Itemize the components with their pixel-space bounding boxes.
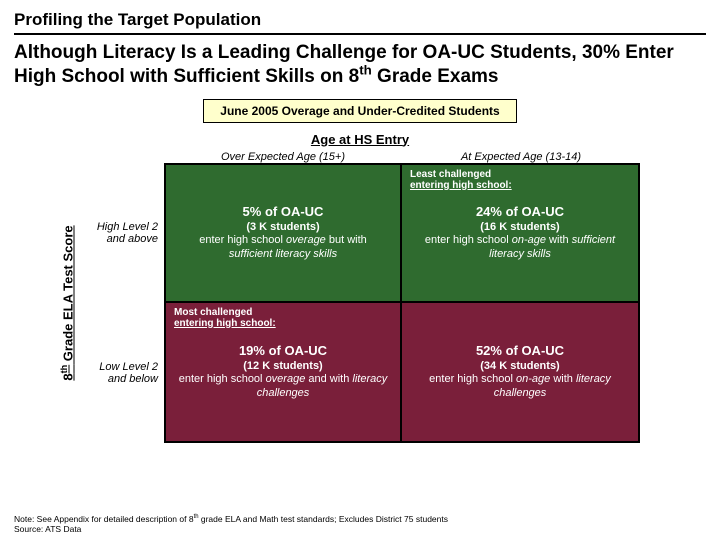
- column-headers: Over Expected Age (15+) At Expected Age …: [164, 151, 640, 163]
- slide: Profiling the Target Population Although…: [0, 0, 720, 540]
- col-header-at-age: At Expected Age (13-14): [402, 151, 640, 163]
- footnote-l1-post: grade ELA and Math test standards; Exclu…: [199, 514, 448, 524]
- age-header-row: Age at HS Entry: [14, 131, 706, 149]
- footnote: Note: See Appendix for detailed descript…: [14, 514, 448, 534]
- row-labels: High Level 2 and above Low Level 2 and b…: [94, 163, 164, 443]
- q-bl-desc: enter high school overage and with liter…: [176, 373, 390, 401]
- y-axis-pre: 8: [61, 373, 76, 380]
- footnote-l2: Source: ATS Data: [14, 524, 81, 534]
- row-label-high-l1: High Level 2: [97, 221, 158, 233]
- row-label-high: High Level 2 and above: [94, 163, 164, 303]
- y-axis-sup: th: [59, 364, 69, 373]
- y-axis: 8th Grade ELA Test Score: [74, 163, 94, 443]
- headline-sup: th: [359, 62, 372, 77]
- headline: Although Literacy Is a Leading Challenge…: [14, 41, 706, 89]
- row-label-low: Low Level 2 and below: [94, 303, 164, 443]
- quadrant-onage-high: Least challenged entering high school: 2…: [402, 165, 638, 303]
- y-axis-post: Grade ELA Test Score: [61, 225, 76, 364]
- matrix-area: 8th Grade ELA Test Score High Level 2 an…: [74, 163, 706, 443]
- q-bl-pct: 19% of OA-UC: [239, 343, 327, 358]
- q-br-pct: 52% of OA-UC: [476, 343, 564, 358]
- two-by-two-matrix: 5% of OA-UC (3 K students) enter high sc…: [164, 163, 640, 443]
- headline-post: Grade Exams: [372, 66, 499, 87]
- q-tl-desc: enter high school overage but with suffi…: [176, 234, 390, 262]
- tag-least-l2: entering high school:: [410, 180, 512, 191]
- q-tr-desc: enter high school on-age with sufficient…: [412, 234, 628, 262]
- q-br-students: (34 K students): [480, 360, 559, 372]
- footnote-l1-pre: Note: See Appendix for detailed descript…: [14, 514, 194, 524]
- q-tl-students: (3 K students): [246, 221, 319, 233]
- cohort-banner: June 2005 Overage and Under-Credited Stu…: [203, 99, 516, 123]
- row-label-low-l1: Low Level 2: [99, 361, 158, 373]
- q-tr-pct: 24% of OA-UC: [476, 204, 564, 219]
- age-title: Age at HS Entry: [311, 132, 409, 147]
- tag-least-l1: Least challenged: [410, 169, 491, 180]
- tag-most-challenged: Most challenged entering high school:: [174, 307, 276, 329]
- tag-most-l2: entering high school:: [174, 318, 276, 329]
- tag-most-l1: Most challenged: [174, 307, 252, 318]
- row-label-low-l2: and below: [108, 373, 158, 385]
- quadrant-overage-low: Most challenged entering high school: 19…: [166, 303, 402, 441]
- quadrant-overage-high: 5% of OA-UC (3 K students) enter high sc…: [166, 165, 402, 303]
- q-tr-students: (16 K students): [480, 221, 559, 233]
- row-label-high-l2: and above: [107, 233, 158, 245]
- y-axis-label: 8th Grade ELA Test Score: [61, 225, 76, 380]
- tag-least-challenged: Least challenged entering high school:: [410, 169, 512, 191]
- q-tl-pct: 5% of OA-UC: [243, 204, 324, 219]
- q-bl-students: (12 K students): [243, 360, 322, 372]
- eyebrow-title: Profiling the Target Population: [14, 10, 706, 35]
- headline-pre: Although Literacy Is a Leading Challenge…: [14, 42, 674, 87]
- banner-wrap: June 2005 Overage and Under-Credited Stu…: [14, 99, 706, 123]
- col-header-overage: Over Expected Age (15+): [164, 151, 402, 163]
- quadrant-onage-low: 52% of OA-UC (34 K students) enter high …: [402, 303, 638, 441]
- q-br-desc: enter high school on-age with literacy c…: [412, 373, 628, 401]
